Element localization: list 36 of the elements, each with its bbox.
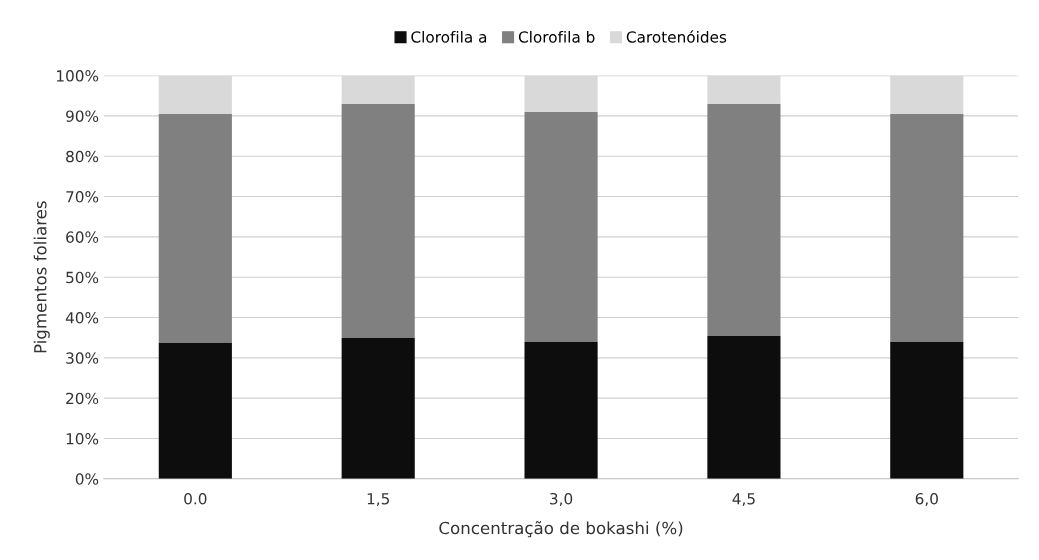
y-tick-label: 60% [66, 231, 99, 243]
y-tick-label: 20% [66, 392, 99, 405]
bar [341, 103, 415, 339]
y-tick-label: 100% [57, 70, 99, 82]
bar [707, 336, 781, 479]
y-tick-label: 0% [75, 473, 99, 485]
bar [707, 103, 781, 337]
y-tick-label: 70% [66, 191, 99, 203]
y-tick-label: 10% [66, 432, 99, 445]
legend-label: Carotenóides [626, 30, 727, 43]
y-tick-label: 30% [66, 352, 99, 364]
x-axis-title: Concentração de bokashi (%) [439, 521, 683, 538]
legend-label: Clorofila b [518, 30, 595, 43]
bar [524, 111, 598, 343]
y-axis-title: Pigmentos foliares [33, 201, 50, 353]
bar [158, 113, 232, 343]
y-tick-label: 80% [66, 150, 99, 163]
bar [158, 342, 232, 479]
x-tick-label: 3,0 [550, 492, 573, 507]
bar [890, 75, 964, 114]
x-tick-label: 0.0 [184, 492, 207, 505]
bar [341, 338, 415, 479]
bar [890, 113, 964, 343]
bar [707, 75, 781, 104]
bar [158, 75, 232, 114]
y-tick-label: 40% [65, 311, 99, 324]
legend-label: Clorofila a [411, 30, 487, 43]
x-tick-label: 1,5 [367, 493, 390, 507]
bar [524, 342, 598, 479]
bar [890, 342, 964, 479]
y-tick-label: 50% [66, 271, 99, 284]
x-tick-label: 4,5 [732, 493, 755, 507]
bar [524, 75, 598, 112]
y-tick-label: 90% [66, 110, 99, 122]
bar [341, 75, 415, 104]
x-tick-label: 6,0 [915, 492, 938, 507]
